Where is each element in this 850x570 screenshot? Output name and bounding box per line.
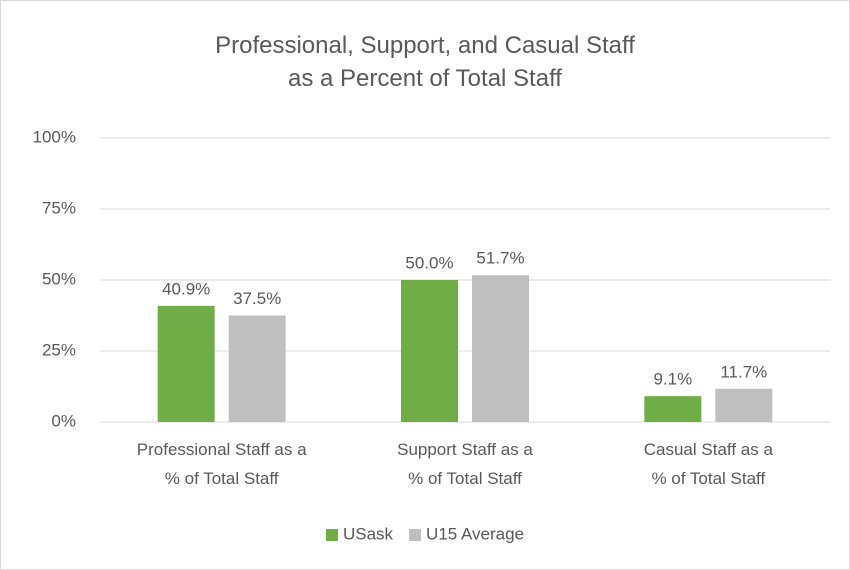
x-tick-label: Casual Staff as a % of Total Staff xyxy=(644,440,774,488)
x-tick-line: Casual Staff as a xyxy=(644,440,774,459)
data-label: 11.7% xyxy=(720,362,767,381)
title-line: Professional, Support, and Casual Staff xyxy=(215,32,635,59)
bar xyxy=(401,280,458,422)
legend-swatch xyxy=(325,529,338,541)
y-tick-label: 50% xyxy=(42,269,76,288)
data-label: 37.5% xyxy=(233,289,281,308)
bar xyxy=(228,315,286,422)
data-label: 51.7% xyxy=(476,249,524,268)
x-tick-line: % of Total Staff xyxy=(165,469,279,488)
bar xyxy=(157,305,215,422)
x-tick-line: % of Total Staff xyxy=(408,469,522,488)
y-tick-label: 75% xyxy=(42,198,76,217)
legend-swatch xyxy=(409,529,422,541)
data-label: 50.0% xyxy=(405,253,453,272)
y-tick-label: 100% xyxy=(33,127,76,146)
title-line: as a Percent of Total Staff xyxy=(288,65,562,92)
bar xyxy=(472,275,529,422)
bar xyxy=(715,388,773,422)
y-tick-label: 0% xyxy=(51,411,76,430)
legend-label: U15 Average xyxy=(426,524,524,543)
x-tick-label: Support Staff as a % of Total Staff xyxy=(397,440,533,488)
x-tick-line: Support Staff as a xyxy=(397,440,533,459)
x-tick-label: Professional Staff as a % of Total Staff xyxy=(137,440,307,488)
data-label: 40.9% xyxy=(162,279,210,298)
bar xyxy=(644,396,702,422)
y-tick-label: 25% xyxy=(42,340,76,359)
legend-label: USask xyxy=(343,524,394,543)
data-label: 9.1% xyxy=(653,370,692,389)
x-tick-line: Professional Staff as a xyxy=(137,440,307,459)
chart-title: Professional, Support, and Casual Staff a… xyxy=(215,32,635,92)
x-tick-line: % of Total Staff xyxy=(651,469,765,488)
legend: USask U15 Average xyxy=(325,524,524,543)
